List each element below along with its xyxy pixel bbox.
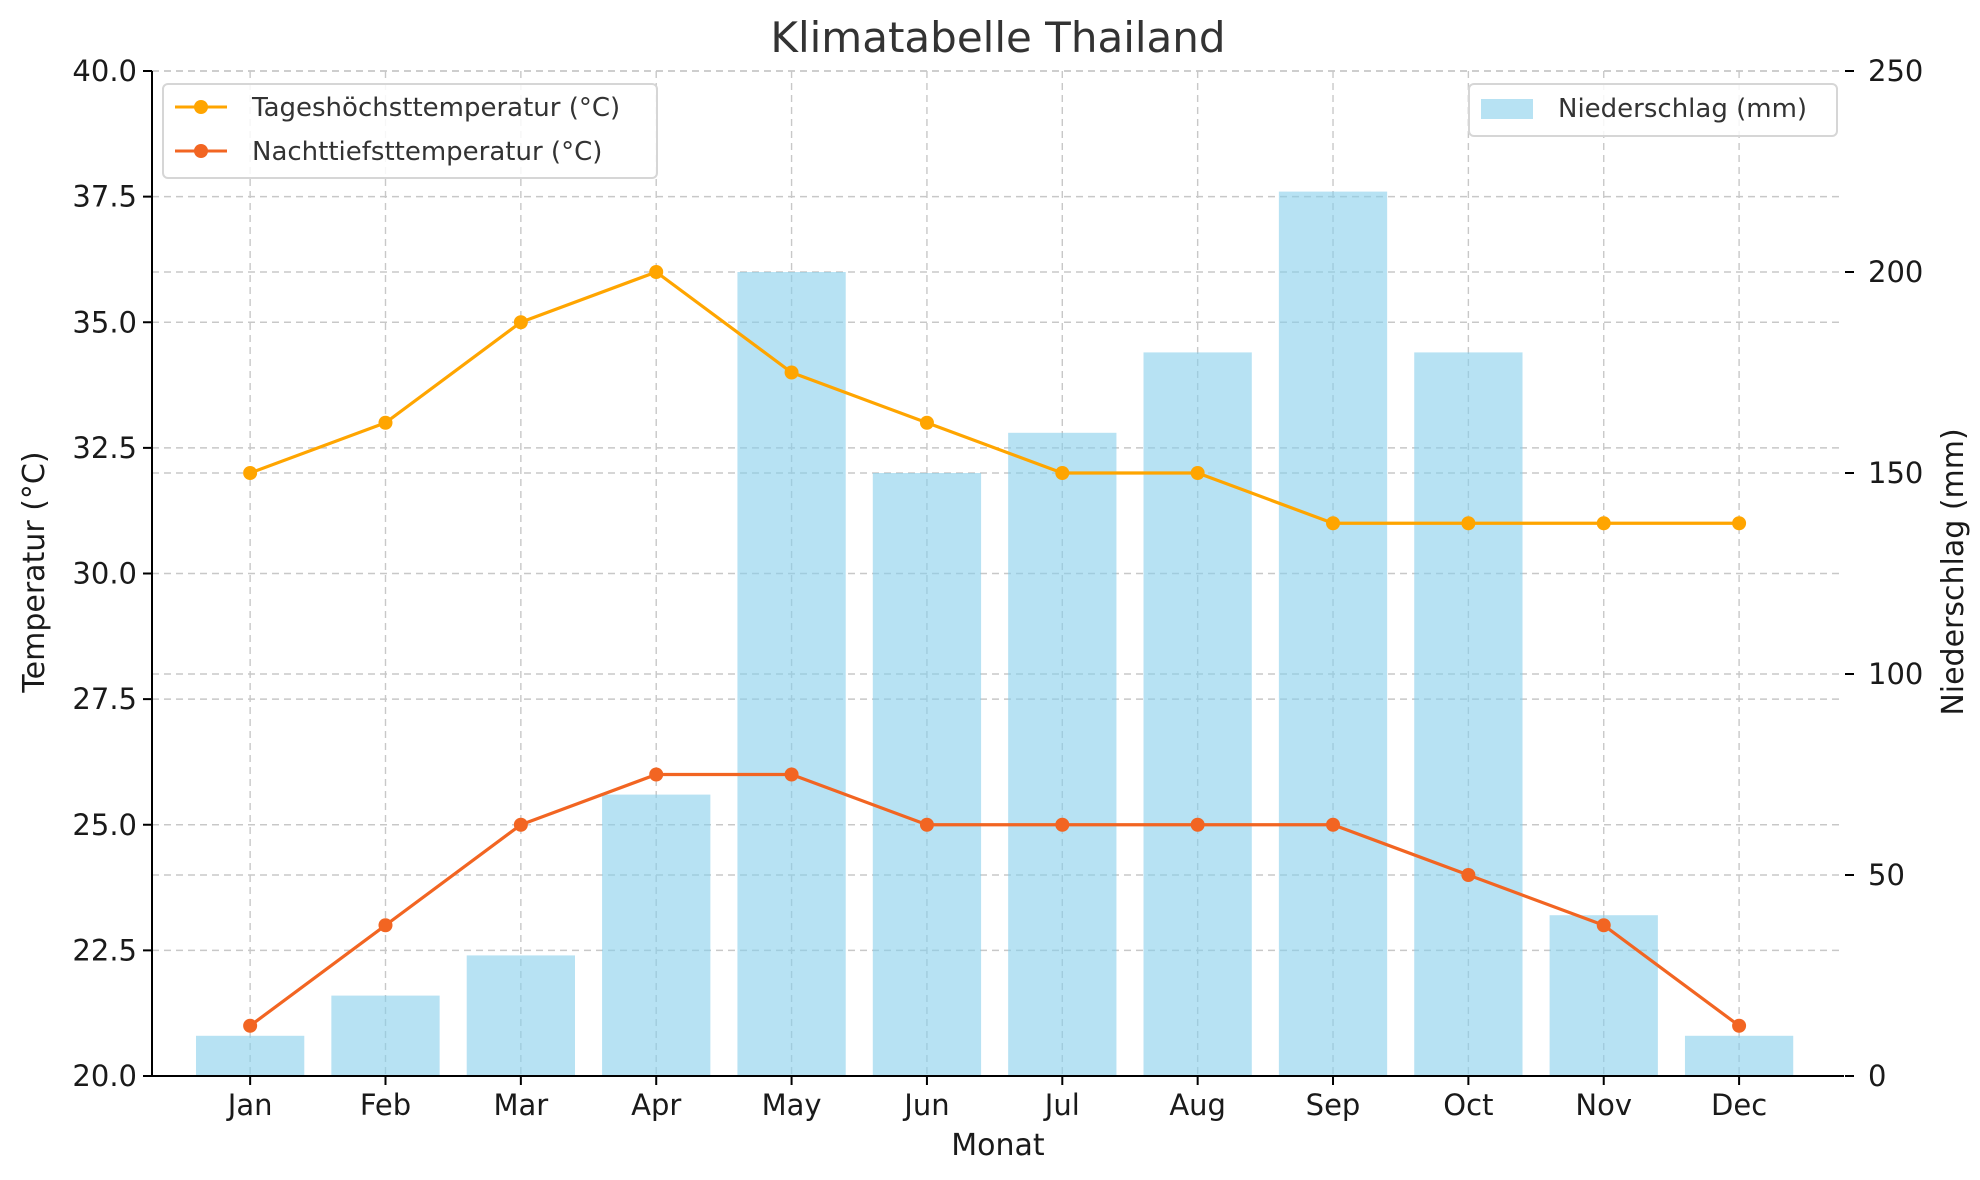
night-temperature-point <box>649 767 664 782</box>
precipitation-bar <box>737 272 846 1076</box>
x-tick-label: Jun <box>902 1088 949 1122</box>
precipitation-bar <box>1143 352 1252 1076</box>
day-temperature-line <box>249 270 1740 525</box>
y-right-tick-label: 200 <box>1868 255 1923 289</box>
night-temperature-point <box>1596 918 1611 933</box>
day-temperature-point <box>513 315 528 330</box>
precipitation-bar <box>1549 915 1658 1076</box>
legend-label-day-temp: Tageshöchsttemperatur (°C) <box>251 93 620 123</box>
night-temperature-line <box>249 772 1741 1028</box>
night-temperature-point <box>784 767 799 782</box>
day-temperature-point <box>1732 516 1747 531</box>
x-tick-label: Mar <box>493 1088 548 1122</box>
y-left-tick-label: 22.5 <box>72 933 137 967</box>
y-right-tick-label: 150 <box>1868 456 1923 490</box>
y-left-tick-label: 25.0 <box>72 808 137 842</box>
precipitation-bar <box>1008 432 1117 1076</box>
chart-title: Klimatabelle Thailand <box>770 13 1225 62</box>
night-temperature-point <box>243 1018 258 1033</box>
y-right-tick-label: 100 <box>1868 657 1923 691</box>
legend-marker-night-temp <box>194 144 208 158</box>
x-tick-label: Sep <box>1306 1088 1361 1122</box>
y-right-tick-label: 250 <box>1868 54 1923 88</box>
night-temperature-point <box>378 918 393 933</box>
y-left-tick-label: 20.0 <box>72 1059 137 1093</box>
precipitation-bars <box>195 191 1794 1077</box>
night-temperature-point <box>1055 817 1070 832</box>
precipitation-legend-frame <box>1468 83 1838 137</box>
tick-labels: 20.0 22.5 25.0 27.5 30.0 32.5 35.0 37.5 40.0 0 50 1… <box>72 54 1923 1122</box>
precipitation-bar <box>1414 352 1523 1076</box>
night-temperature-point <box>1732 1018 1747 1033</box>
day-temperature-point <box>1055 466 1070 480</box>
x-tick-label: May <box>762 1088 822 1122</box>
x-tick-label: Oct <box>1443 1088 1493 1122</box>
precipitation-bar <box>331 995 440 1076</box>
x-tick-label: Jan <box>226 1088 273 1122</box>
y-left-tick-label: 40.0 <box>72 54 137 88</box>
x-tick-label: Nov <box>1575 1088 1632 1122</box>
temperature-legend: Tageshöchsttemperatur (°C) Nachttiefstte… <box>162 83 658 179</box>
x-tick-label: Dec <box>1711 1088 1767 1122</box>
legend-label-night-temp: Nachttiefsttemperatur (°C) <box>252 137 602 167</box>
x-tick-label: Apr <box>631 1088 681 1122</box>
y-left-tick-label: 37.5 <box>72 180 137 214</box>
precipitation-bar <box>466 955 575 1076</box>
y-right-tick-label: 0 <box>1868 1059 1886 1093</box>
precipitation-legend: Niederschlag (mm) <box>1468 83 1838 137</box>
night-temperature-point <box>1326 817 1341 832</box>
temperature-lines <box>243 265 1747 1033</box>
precipitation-bar <box>602 794 711 1076</box>
day-temperature-point <box>378 415 393 430</box>
legend-label-precipitation: Niederschlag (mm) <box>1558 94 1807 124</box>
day-temperature-point <box>1596 516 1611 531</box>
x-tick-label: Jul <box>1043 1088 1080 1122</box>
axes <box>143 70 1854 1085</box>
x-tick-label: Aug <box>1169 1088 1226 1122</box>
day-temperature-point <box>784 365 799 380</box>
night-temperature-point <box>919 817 934 832</box>
temperature-legend-frame <box>162 83 658 179</box>
y-left-tick-label: 27.5 <box>72 682 137 716</box>
x-axis-title: Monat <box>951 1128 1045 1163</box>
legend-marker-day-temp <box>194 100 208 114</box>
precipitation-bar <box>195 1035 305 1076</box>
legend-swatch-precipitation <box>1481 99 1533 119</box>
day-temperature-point <box>649 265 664 279</box>
y-left-tick-label: 32.5 <box>72 431 137 465</box>
precipitation-bar <box>872 473 982 1076</box>
precipitation-bar <box>1684 1035 1794 1076</box>
night-temperature-point <box>513 817 528 832</box>
night-temperature-point <box>1461 868 1476 882</box>
precipitation-bar <box>1278 191 1388 1077</box>
night-temperature-point <box>1190 817 1205 832</box>
y-left-tick-label: 30.0 <box>72 557 137 591</box>
day-temperature-point <box>1461 516 1476 531</box>
y-axis-left-title: Temperatur (°C) <box>17 451 52 693</box>
y-left-tick-label: 35.0 <box>72 305 137 339</box>
y-right-tick-label: 50 <box>1868 858 1905 892</box>
day-temperature-point <box>919 415 934 430</box>
x-tick-label: Feb <box>360 1088 411 1122</box>
day-temperature-point <box>243 466 258 480</box>
y-axis-right-title: Niederschlag (mm) <box>1936 428 1971 715</box>
day-temperature-point <box>1190 466 1205 480</box>
day-temperature-point <box>1326 516 1341 531</box>
